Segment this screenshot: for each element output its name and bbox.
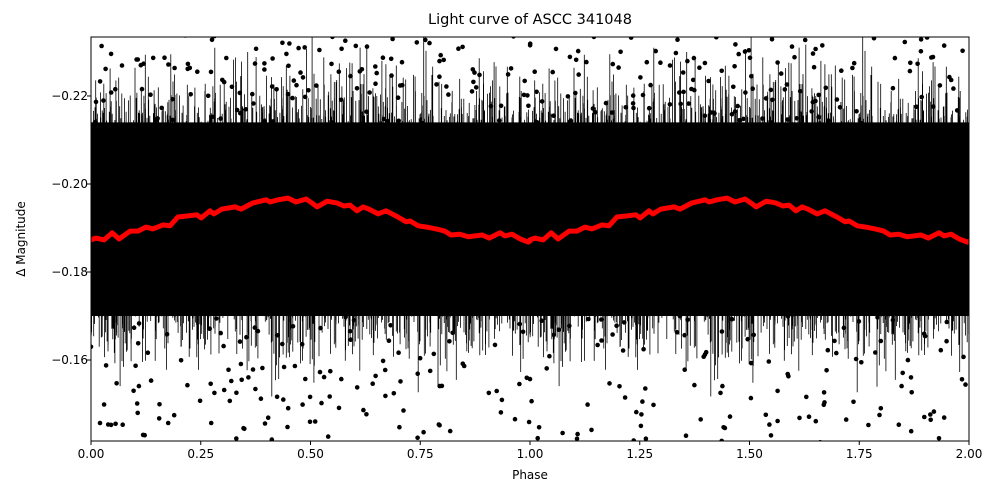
y-axis-label: Δ Magnitude <box>14 201 28 277</box>
observation-points <box>88 32 970 446</box>
x-tick-label: 0.75 <box>406 447 434 461</box>
x-tick-label: 2.00 <box>955 447 983 461</box>
axis-ticks <box>87 95 970 445</box>
x-tick-label: 0.25 <box>187 447 215 461</box>
x-tick-label: 1.50 <box>736 447 763 461</box>
top-margin <box>0 0 1000 37</box>
x-tick-label: 1.25 <box>626 447 654 461</box>
right-margin <box>969 0 1000 500</box>
left-margin <box>0 0 91 500</box>
y-tick-label: −0.20 <box>51 176 88 191</box>
bottom-margin <box>0 441 1000 500</box>
y-tick-label: −0.16 <box>51 353 88 368</box>
x-tick-label: 1.00 <box>516 447 544 461</box>
x-tick-label: 0.00 <box>77 447 105 461</box>
binned-curve-line <box>88 195 972 245</box>
observation-error-bars <box>90 26 970 397</box>
x-tick-label: 1.75 <box>845 447 873 461</box>
x-tick-label: 0.50 <box>297 447 324 461</box>
chart-title: Light curve of ASCC 341048 <box>428 12 632 28</box>
y-tick-label: −0.22 <box>51 88 88 103</box>
x-axis-label: Phase <box>512 468 548 482</box>
y-tick-label: −0.18 <box>51 265 88 279</box>
